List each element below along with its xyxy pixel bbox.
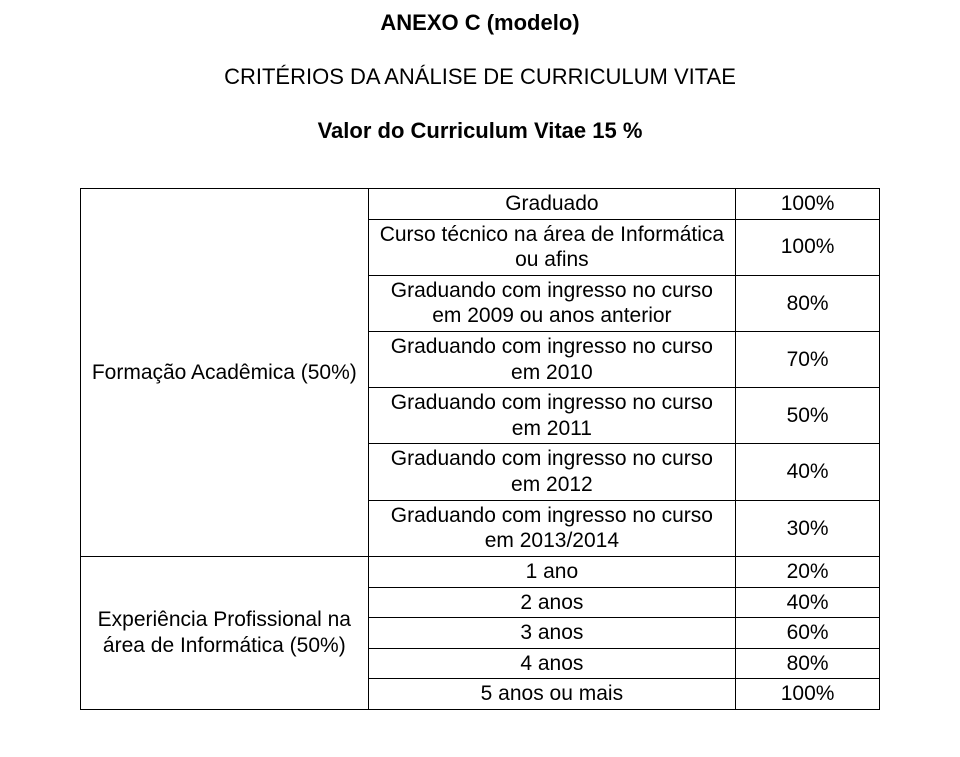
doc-subtitle: CRITÉRIOS DA ANÁLISE DE CURRICULUM VITAE bbox=[80, 64, 880, 90]
value-cell: 100% bbox=[736, 679, 880, 710]
value-cell: 100% bbox=[736, 189, 880, 220]
criteria-cell: 1 ano bbox=[368, 556, 736, 587]
criteria-cell: 2 anos bbox=[368, 587, 736, 618]
value-cell: 100% bbox=[736, 219, 880, 275]
criteria-cell: Graduando com ingresso no curso em 2010 bbox=[368, 332, 736, 388]
value-cell: 60% bbox=[736, 618, 880, 649]
value-cell: 50% bbox=[736, 388, 880, 444]
criteria-cell: 3 anos bbox=[368, 618, 736, 649]
page: ANEXO C (modelo) CRITÉRIOS DA ANÁLISE DE… bbox=[0, 0, 960, 710]
value-cell: 30% bbox=[736, 500, 880, 556]
criteria-cell: Graduado bbox=[368, 189, 736, 220]
value-cell: 80% bbox=[736, 275, 880, 331]
criteria-cell: 5 anos ou mais bbox=[368, 679, 736, 710]
criteria-cell: Graduando com ingresso no curso em 2009 … bbox=[368, 275, 736, 331]
value-cell: 40% bbox=[736, 587, 880, 618]
section2-label: Experiência Profissional na área de Info… bbox=[81, 556, 369, 709]
criteria-cell: 4 anos bbox=[368, 648, 736, 679]
table-row: Formação Acadêmica (50%) Graduado 100% bbox=[81, 189, 880, 220]
table-row: Experiência Profissional na área de Info… bbox=[81, 556, 880, 587]
criteria-table: Formação Acadêmica (50%) Graduado 100% C… bbox=[80, 188, 880, 710]
value-cell: 80% bbox=[736, 648, 880, 679]
criteria-cell: Graduando com ingresso no curso em 2013/… bbox=[368, 500, 736, 556]
criteria-cell: Graduando com ingresso no curso em 2012 bbox=[368, 444, 736, 500]
section1-label: Formação Acadêmica (50%) bbox=[81, 189, 369, 557]
value-cell: 20% bbox=[736, 556, 880, 587]
value-cell: 70% bbox=[736, 332, 880, 388]
doc-subheading: Valor do Curriculum Vitae 15 % bbox=[80, 118, 880, 144]
criteria-cell: Curso técnico na área de Informática ou … bbox=[368, 219, 736, 275]
criteria-cell: Graduando com ingresso no curso em 2011 bbox=[368, 388, 736, 444]
doc-title: ANEXO C (modelo) bbox=[80, 10, 880, 36]
value-cell: 40% bbox=[736, 444, 880, 500]
